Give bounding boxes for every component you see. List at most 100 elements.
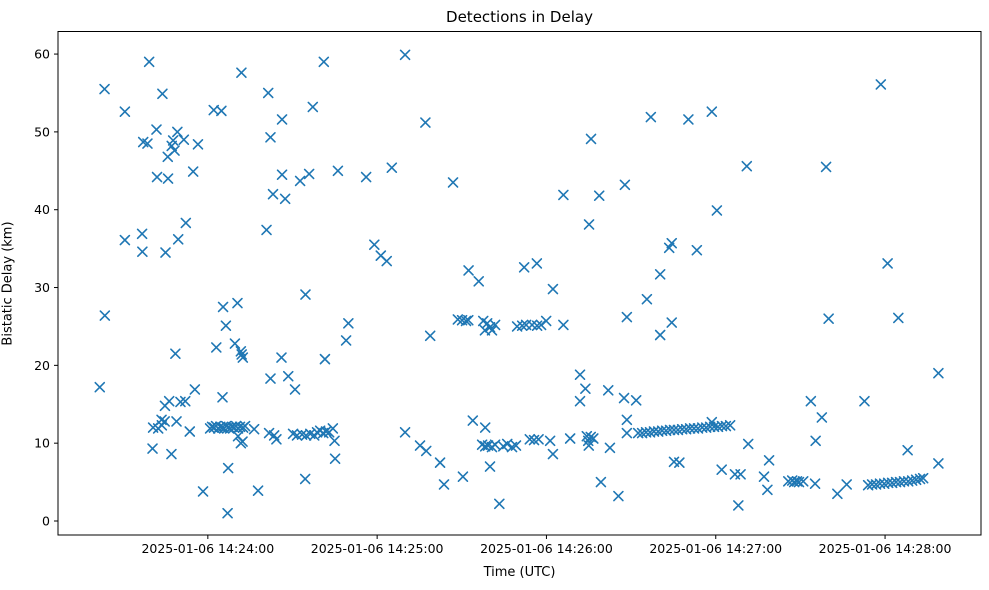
scatter-point [232, 297, 243, 309]
scatter-point [420, 445, 432, 457]
scatter-point [235, 437, 247, 449]
scatter-point [237, 352, 249, 363]
scatter-point [296, 429, 308, 440]
scatter-point [619, 179, 631, 191]
scatter-point [420, 117, 431, 128]
scatter-point [216, 105, 227, 117]
scatter-point [172, 233, 184, 245]
scatter-point [674, 457, 685, 468]
scatter-point [841, 479, 852, 490]
scatter-point [329, 435, 340, 447]
scatter-point [580, 383, 591, 394]
scatter-point [641, 293, 653, 305]
scatter-point [668, 424, 680, 436]
scatter-point [706, 106, 718, 117]
y-tick-label: 10 [34, 436, 50, 451]
scatter-point [574, 395, 586, 407]
scatter-point [320, 426, 332, 437]
scatter-point [645, 111, 657, 123]
scatter-point [484, 461, 496, 472]
y-tick-label: 60 [34, 47, 50, 62]
scatter-point [94, 381, 106, 393]
scatter-point [763, 454, 775, 466]
scatter-point [171, 416, 182, 427]
scatter-point [222, 507, 233, 519]
scatter-point [558, 189, 569, 201]
scatter-point [933, 458, 944, 469]
scatter-point [369, 239, 380, 251]
scatter-point [583, 440, 595, 451]
scatter-point [252, 485, 264, 496]
scatter-point [535, 319, 547, 331]
x-tick-label: 2025-01-06 14:28:00 [819, 541, 952, 556]
scatter-point [882, 258, 893, 269]
y-tick-label: 0 [42, 513, 50, 528]
scatter-point [329, 453, 341, 465]
scatter-point [648, 426, 660, 437]
scatter-point [810, 435, 821, 447]
scatter-point [544, 435, 556, 447]
scatter-point [289, 384, 301, 395]
scatter-point [248, 423, 260, 435]
scatter-point [206, 421, 218, 433]
scatter-point [733, 500, 744, 511]
scatter-point [434, 457, 446, 468]
scatter-point [870, 479, 882, 490]
scatter-point [178, 134, 190, 145]
scatter-point [156, 419, 168, 431]
scatter-point [229, 338, 241, 349]
x-tick-label: 2025-01-06 14:26:00 [480, 541, 613, 556]
scatter-point [684, 423, 696, 434]
scatter-point [486, 325, 498, 336]
scatter-point [166, 140, 178, 152]
scatter-point [319, 353, 331, 365]
scatter-point [162, 151, 174, 163]
scatter-point [473, 276, 485, 287]
scatter-point [282, 370, 294, 382]
scatter-point [585, 133, 597, 145]
scatter-point [222, 462, 234, 474]
scatter-point [179, 395, 191, 407]
scatter-point [613, 490, 624, 502]
scatter-point [832, 488, 843, 500]
x-axis-label: Time (UTC) [483, 565, 556, 580]
plot-frame [57, 31, 982, 536]
scatter-point [593, 190, 605, 202]
scatter-point [463, 265, 474, 276]
scatter-point [621, 427, 633, 439]
scatter-point [332, 165, 344, 177]
scatter-point [447, 177, 459, 188]
scatter-point [151, 171, 163, 183]
scatter-point [294, 175, 306, 187]
scatter-point [531, 320, 543, 331]
scatter-point [518, 261, 530, 273]
scatter-point [917, 472, 929, 484]
y-tick-label: 20 [34, 358, 50, 373]
scatter-point [211, 342, 222, 353]
scatter-point [279, 193, 291, 205]
scatter-point [933, 367, 944, 379]
scatter-point [540, 315, 552, 327]
scatter-point [262, 87, 274, 99]
scatter-point [137, 246, 148, 258]
scatter-point [235, 346, 247, 357]
scatter-point [99, 83, 110, 95]
scatter-point [758, 471, 770, 482]
scatter-point [663, 242, 675, 254]
scatter-point [267, 188, 279, 200]
scatter-point [874, 478, 886, 489]
scatter-point [531, 258, 543, 269]
scatter-point [276, 114, 288, 125]
scatter-point [172, 126, 183, 138]
x-tick-label: 2025-01-06 14:27:00 [649, 541, 782, 556]
scatter-point [226, 421, 238, 433]
scatter-point [664, 424, 676, 436]
scatter-point [119, 106, 131, 117]
scatter-point [192, 139, 204, 150]
scatter-point [654, 269, 666, 280]
scatter-point [762, 484, 773, 496]
scatter-point [340, 335, 352, 346]
scatter-point [797, 476, 809, 487]
scatter-point [220, 320, 232, 331]
